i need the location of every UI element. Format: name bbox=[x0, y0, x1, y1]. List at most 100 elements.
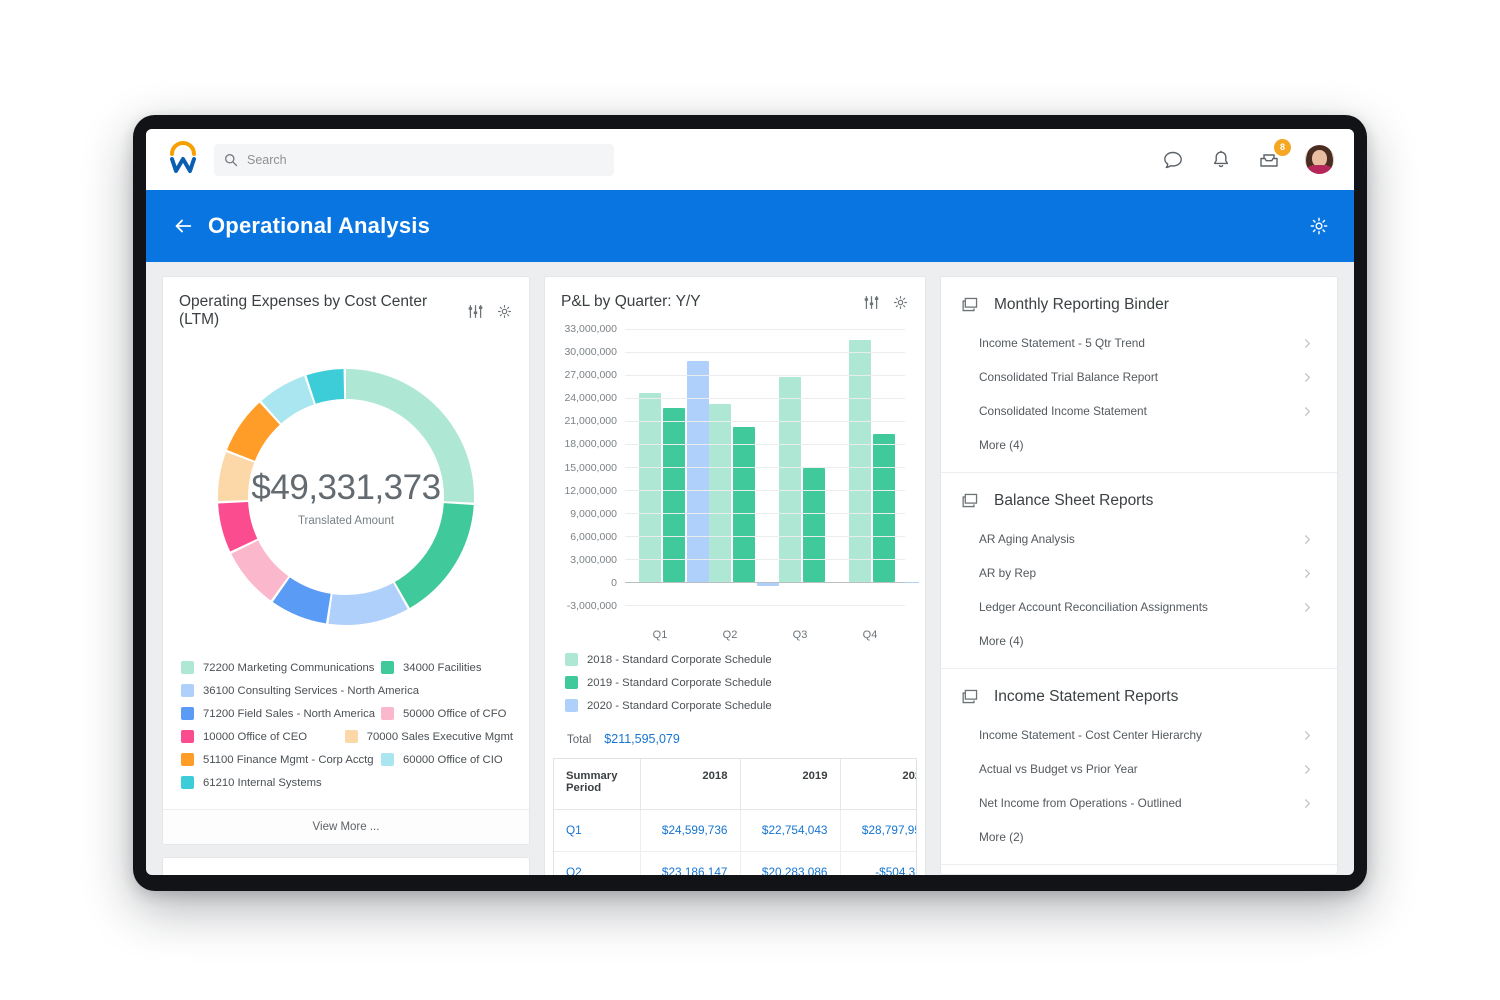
legend-item[interactable]: 51100 Finance Mgmt - Corp Acctg bbox=[181, 753, 381, 766]
donut-slice[interactable] bbox=[226, 402, 280, 461]
donut-slice[interactable] bbox=[261, 376, 314, 424]
donut-slice[interactable] bbox=[346, 369, 474, 503]
legend-row[interactable]: 2019 - Standard Corporate Schedule bbox=[565, 676, 909, 689]
operating-expenses-title: Operating Expenses by Cost Center (LTM) bbox=[179, 293, 428, 328]
table-cell[interactable]: Q2 bbox=[554, 851, 641, 875]
bar[interactable] bbox=[779, 376, 801, 582]
bar[interactable] bbox=[803, 467, 825, 582]
table-column-header[interactable]: 2018 bbox=[640, 759, 741, 810]
back-arrow-icon[interactable] bbox=[172, 215, 194, 237]
workday-logo[interactable] bbox=[164, 140, 202, 179]
chevron-right-icon bbox=[1302, 534, 1313, 545]
table-column-header[interactable]: Summary Period bbox=[554, 759, 641, 810]
bar[interactable] bbox=[757, 582, 779, 586]
bar[interactable] bbox=[733, 426, 755, 582]
legend-item[interactable]: 2019 - Standard Corporate Schedule bbox=[565, 676, 772, 689]
gear-icon[interactable] bbox=[892, 294, 909, 311]
legend-item[interactable]: 34000 Facilities bbox=[381, 661, 482, 674]
legend-item[interactable]: 36100 Consulting Services - North Americ… bbox=[181, 684, 419, 697]
search-input[interactable]: Search bbox=[214, 143, 614, 176]
report-link[interactable]: Net Income from Operations - Outlined bbox=[961, 786, 1317, 820]
report-link[interactable]: Consolidated Income Statement bbox=[961, 394, 1317, 428]
pl-total-value[interactable]: $211,595,079 bbox=[604, 732, 680, 746]
donut-slice[interactable] bbox=[218, 501, 258, 552]
chat-bubble-icon[interactable] bbox=[1161, 148, 1185, 172]
report-more-link[interactable]: More (4) bbox=[979, 438, 1024, 452]
legend-swatch bbox=[565, 699, 578, 712]
legend-item[interactable]: 2018 - Standard Corporate Schedule bbox=[565, 653, 772, 666]
legend-item[interactable]: 50000 Office of CFO bbox=[381, 707, 506, 720]
table-cell[interactable]: -$504,311 bbox=[840, 851, 916, 875]
bar[interactable] bbox=[873, 434, 895, 582]
bar[interactable] bbox=[687, 361, 709, 582]
donut-slice[interactable] bbox=[306, 369, 345, 404]
gear-icon[interactable] bbox=[496, 303, 513, 320]
table-cell[interactable]: $22,754,043 bbox=[740, 809, 841, 852]
report-section-header[interactable]: Balance Sheet Reports bbox=[961, 491, 1317, 510]
table-cell[interactable]: $20,283,086 bbox=[740, 851, 841, 875]
legend-swatch bbox=[565, 676, 578, 689]
donut-slice[interactable] bbox=[218, 452, 255, 502]
bar[interactable] bbox=[663, 407, 685, 582]
donut-slice[interactable] bbox=[328, 582, 408, 625]
pl-bar-chart[interactable]: Q1 Q2 Q3 Q4 33,000,000 30,000,000 27,000,000 2… bbox=[553, 321, 919, 651]
legend-item[interactable]: 60000 Office of CIO bbox=[381, 753, 503, 766]
legend-item[interactable]: 61210 Internal Systems bbox=[181, 776, 381, 789]
donut-slice[interactable] bbox=[394, 503, 474, 608]
legend-row[interactable]: 2020 - Standard Corporate Schedule bbox=[565, 699, 909, 712]
y-axis-tick: -3,000,000 bbox=[566, 600, 617, 612]
legend-swatch bbox=[381, 707, 394, 720]
report-more-link[interactable]: More (4) bbox=[979, 634, 1024, 648]
gridline: 12,000,000 bbox=[564, 485, 905, 497]
donut-chart[interactable]: $49,331,373 Translated Amount bbox=[163, 337, 529, 657]
inbox-tray-icon[interactable]: 8 bbox=[1257, 138, 1291, 172]
binder-icon bbox=[961, 295, 980, 314]
report-link[interactable]: AR Aging Analysis bbox=[961, 522, 1317, 556]
table-cell[interactable]: Q1 bbox=[554, 809, 641, 852]
gridline: 24,000,000 bbox=[564, 392, 905, 404]
filter-sliders-icon[interactable] bbox=[467, 303, 484, 320]
left-column: Operating Expenses by Cost Center (LTM) bbox=[162, 276, 530, 875]
bar[interactable] bbox=[639, 393, 661, 582]
app-screen: Search bbox=[146, 129, 1354, 875]
legend-row: 51100 Finance Mgmt - Corp Acctg 60000 Off… bbox=[181, 753, 513, 766]
donut-slice[interactable] bbox=[231, 540, 289, 601]
user-avatar[interactable] bbox=[1305, 145, 1334, 174]
filter-sliders-icon[interactable] bbox=[863, 294, 880, 311]
report-link[interactable]: Actual vs Budget vs Prior Year bbox=[961, 752, 1317, 786]
report-section-header[interactable]: Income Statement Reports bbox=[961, 687, 1317, 706]
legend-row[interactable]: 2018 - Standard Corporate Schedule bbox=[565, 653, 909, 666]
legend-item[interactable]: 71200 Field Sales - North America bbox=[181, 707, 381, 720]
table-column-header[interactable]: 2020 bbox=[840, 759, 916, 810]
report-link[interactable]: Income Statement - 5 Qtr Trend bbox=[961, 326, 1317, 360]
report-link[interactable]: Consolidated Trial Balance Report bbox=[961, 360, 1317, 394]
legend-item[interactable]: 72200 Marketing Communications bbox=[181, 661, 381, 674]
device-frame: Search bbox=[133, 115, 1367, 891]
table-column-header[interactable]: 2019 bbox=[740, 759, 841, 810]
chevron-right-icon bbox=[1302, 798, 1313, 809]
legend-item[interactable]: 10000 Office of CEO bbox=[181, 730, 345, 743]
summary-table: Summary Period201820192020 Q1$24,599,736… bbox=[554, 759, 916, 875]
report-section-header[interactable]: Monthly Reporting Binder bbox=[961, 295, 1317, 314]
view-more-button[interactable]: View More ... bbox=[163, 809, 529, 844]
report-section: Balance Sheet Reports AR Aging Analysis A… bbox=[941, 473, 1337, 669]
donut-slice[interactable] bbox=[272, 577, 331, 624]
pl-card-header: P&L by Quarter: Y/Y bbox=[545, 277, 925, 319]
notifications-bell-icon[interactable] bbox=[1209, 148, 1233, 172]
table-cell[interactable]: $23,186,147 bbox=[640, 851, 741, 875]
bar[interactable] bbox=[849, 339, 871, 582]
table-cell[interactable]: $28,797,953 bbox=[840, 809, 916, 852]
report-link[interactable]: Ledger Account Reconciliation Assignment… bbox=[961, 590, 1317, 624]
table-cell[interactable]: $24,599,736 bbox=[640, 809, 741, 852]
legend-item[interactable]: 2020 - Standard Corporate Schedule bbox=[565, 699, 772, 712]
bar[interactable] bbox=[709, 404, 731, 582]
report-link[interactable]: AR by Rep bbox=[961, 556, 1317, 590]
gear-icon[interactable] bbox=[1308, 215, 1330, 237]
legend-swatch bbox=[381, 753, 394, 766]
legend-label: 71200 Field Sales - North America bbox=[203, 707, 376, 720]
page-title: Operational Analysis bbox=[208, 213, 431, 238]
avatar-hair-right bbox=[1326, 152, 1333, 169]
legend-item[interactable]: 70000 Sales Executive Mgmt bbox=[344, 730, 513, 743]
report-link[interactable]: Income Statement - Cost Center Hierarchy bbox=[961, 718, 1317, 752]
report-more-link[interactable]: More (2) bbox=[979, 830, 1024, 844]
